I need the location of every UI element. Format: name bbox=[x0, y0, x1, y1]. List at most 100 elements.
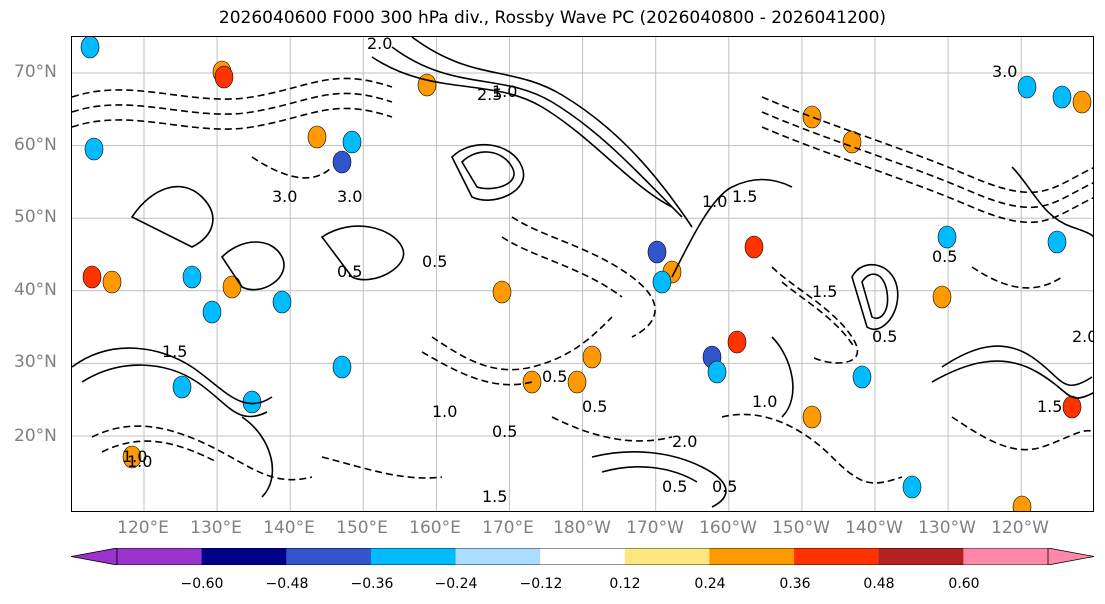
negative-contour bbox=[761, 96, 1093, 194]
map-panel: 2.0 2.5 3.0 1.0 0.5 1.5 0.5 3.0 1.0 2.0 1.5 0.5 0.5 1… bbox=[71, 36, 1094, 512]
colorbar-tick-label: 0.60 bbox=[948, 576, 980, 592]
divergence-patch bbox=[852, 365, 872, 389]
positive-contour bbox=[371, 56, 673, 208]
negative-contour bbox=[551, 416, 673, 442]
divergence-patch bbox=[1017, 75, 1037, 99]
colorbar-tick-label: −0.24 bbox=[434, 576, 478, 592]
negative-contour bbox=[951, 416, 1093, 451]
contour-label: 2.0 bbox=[672, 432, 697, 451]
divergence-patch bbox=[272, 290, 292, 314]
contour-label: 0.5 bbox=[337, 262, 362, 281]
colorbar-outline bbox=[116, 548, 1049, 565]
negative-contour bbox=[511, 216, 656, 338]
colorbar-tick-label: −0.12 bbox=[519, 576, 563, 592]
contour-label: 1.5 bbox=[1037, 397, 1062, 416]
divergence-patch bbox=[342, 130, 362, 154]
contour-label: 3.0 bbox=[272, 187, 297, 206]
negative-contour bbox=[421, 351, 533, 386]
graticule bbox=[72, 37, 1093, 511]
contour-label: 0.5 bbox=[422, 252, 447, 271]
negative-contour bbox=[431, 316, 613, 371]
negative-contour bbox=[91, 425, 313, 481]
positive-contour bbox=[1011, 166, 1093, 238]
divergence-patch bbox=[582, 345, 602, 369]
lon-label-150w: 150°W bbox=[772, 518, 830, 538]
colorbar-band bbox=[117, 548, 203, 565]
negative-contour bbox=[781, 281, 855, 348]
divergence-patch bbox=[82, 265, 102, 289]
colorbar-max-extend bbox=[1047, 548, 1094, 565]
contour-label: 1.0 bbox=[492, 82, 517, 101]
divergence-patch bbox=[1062, 395, 1082, 419]
negative-contour bbox=[72, 107, 393, 130]
colorbar-band bbox=[540, 548, 626, 565]
contour-label: 1.0 bbox=[432, 402, 457, 421]
contour-label: 1.5 bbox=[482, 487, 507, 506]
divergence-patch bbox=[222, 275, 242, 299]
contour-label: 0.5 bbox=[872, 327, 897, 346]
colorbar-band bbox=[709, 548, 795, 565]
lat-label-70n: 70°N bbox=[14, 62, 57, 82]
lon-label-120e: 120°E bbox=[117, 518, 169, 538]
lat-label-40n: 40°N bbox=[14, 280, 57, 300]
negative-contour bbox=[761, 111, 1093, 209]
negative-contour bbox=[72, 77, 393, 100]
divergence-patch bbox=[182, 265, 202, 289]
positive-contour bbox=[411, 37, 693, 228]
negative-contour bbox=[721, 413, 903, 484]
divergence-patch bbox=[744, 235, 764, 259]
divergence-patch bbox=[932, 285, 952, 309]
contour-label: 0.5 bbox=[582, 397, 607, 416]
lon-label-170w: 170°W bbox=[626, 518, 684, 538]
map-title: 2026040600 F000 300 hPa div., Rossby Wav… bbox=[218, 8, 887, 28]
contour-label: 1.0 bbox=[127, 452, 152, 471]
negative-contour bbox=[101, 440, 218, 463]
lon-label-140e: 140°E bbox=[263, 518, 315, 538]
divergence-patch bbox=[652, 270, 672, 294]
contour-label: 3.0 bbox=[337, 187, 362, 206]
positive-contour bbox=[391, 46, 683, 218]
divergence-patch bbox=[937, 225, 957, 249]
divergence-patch bbox=[902, 475, 922, 499]
colorbar-tick-label: 0.36 bbox=[779, 576, 811, 592]
map-svg: 2.0 2.5 3.0 1.0 0.5 1.5 0.5 3.0 1.0 2.0 1.5 0.5 0.5 1… bbox=[72, 37, 1093, 511]
contour-label: 1.5 bbox=[812, 282, 837, 301]
contour-label: 1.0 bbox=[702, 192, 727, 211]
positive-contour bbox=[320, 225, 405, 281]
divergence-patch bbox=[1072, 90, 1092, 114]
divergence-patch bbox=[647, 240, 667, 264]
colorbar-tick-label: −0.60 bbox=[180, 576, 224, 592]
negative-contour bbox=[971, 266, 1063, 289]
negative-contour bbox=[771, 266, 859, 364]
colorbar bbox=[71, 548, 1094, 565]
colorbar-band bbox=[455, 548, 541, 565]
colorbar-tick-label: 0.12 bbox=[609, 576, 641, 592]
positive-contour bbox=[460, 151, 515, 190]
positive-contour bbox=[220, 241, 285, 291]
lat-label-50n: 50°N bbox=[14, 207, 57, 227]
divergence-patch bbox=[172, 375, 192, 399]
divergence-patch bbox=[1052, 85, 1072, 109]
positive-contour bbox=[941, 345, 1093, 387]
lat-label-60n: 60°N bbox=[14, 135, 57, 155]
divergence-patch bbox=[332, 150, 352, 174]
lat-label-30n: 30°N bbox=[14, 352, 57, 372]
colorbar-tick-label: −0.36 bbox=[350, 576, 394, 592]
lon-label-130w: 130°W bbox=[918, 518, 976, 538]
colorbar-band bbox=[963, 548, 1049, 565]
negative-contour bbox=[501, 236, 623, 298]
negative-contour bbox=[72, 92, 393, 115]
divergence-patch bbox=[84, 137, 104, 161]
divergence-patch bbox=[80, 37, 100, 59]
contour-label: 0.5 bbox=[542, 367, 567, 386]
positive-contour bbox=[591, 451, 727, 508]
negative-contour bbox=[321, 456, 443, 479]
divergence-patch bbox=[492, 280, 512, 304]
lon-label-120w: 120°W bbox=[991, 518, 1049, 538]
divergence-patch bbox=[122, 445, 142, 469]
divergence-patch bbox=[727, 330, 747, 354]
colorbar-band bbox=[201, 548, 287, 565]
divergence-patch bbox=[102, 270, 122, 294]
colorbar-min-extend bbox=[71, 548, 118, 565]
colorbar-band bbox=[878, 548, 964, 565]
